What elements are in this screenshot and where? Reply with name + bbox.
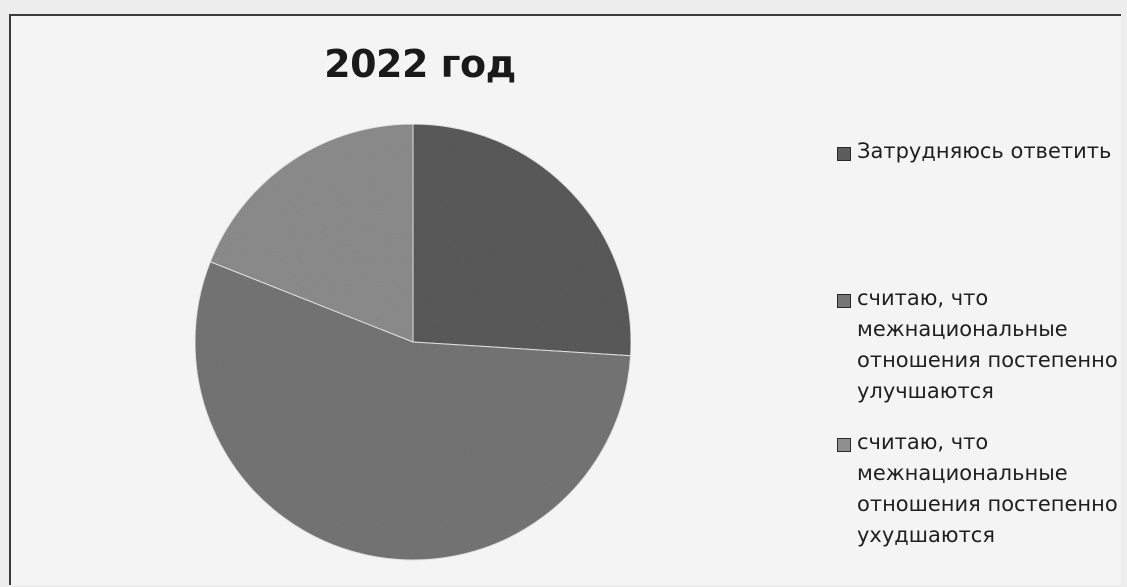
chart-legend: Затрудняюсь ответить считаю, что межнаци… [827,16,1127,587]
pie-slice [194,261,632,561]
pie-slice [209,123,414,343]
legend-swatch [837,294,851,308]
legend-label: Затрудняюсь ответить [857,139,1112,163]
legend-label: считаю, что межнациональные отношения по… [857,430,1118,547]
legend-item: Затрудняюсь ответить [837,136,1127,167]
pie-slice [412,123,632,357]
legend-swatch [837,147,851,161]
legend-swatch [837,438,851,452]
legend-label: считаю, что межнациональные отношения по… [857,286,1118,403]
legend-item: считаю, что межнациональные отношения по… [837,283,1127,407]
legend-item: считаю, что межнациональные отношения по… [837,427,1127,551]
chart-title: 2022 год [324,42,516,86]
pie-chart [194,123,632,561]
chart-area: 2022 год Затрудняюсь ответить считаю, чт… [9,14,1121,585]
